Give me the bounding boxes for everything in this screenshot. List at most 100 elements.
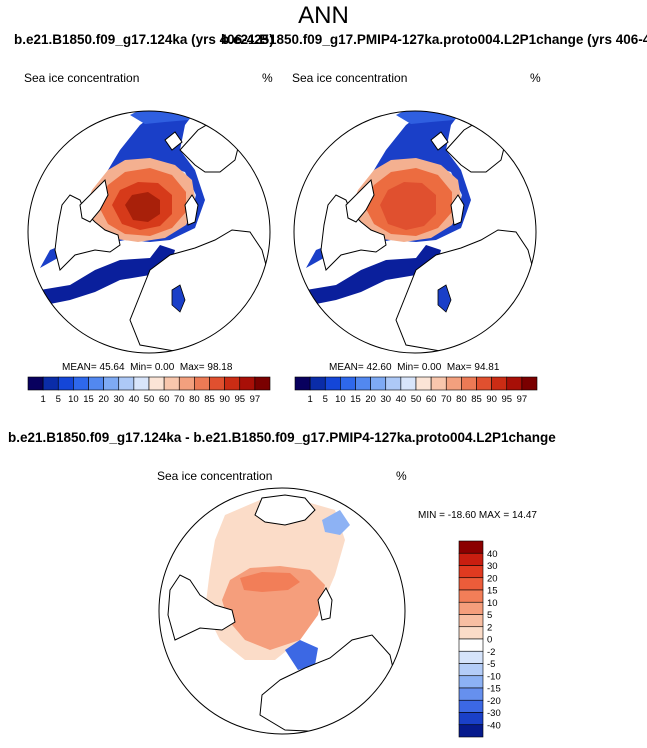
panel1-colorbar-tick-label: 15 [83,394,94,405]
panel1-colorbar-swatch-0 [27,376,44,391]
panel2-colorbar-swatch-13 [491,376,508,391]
panel2-units: % [530,71,541,85]
panel3-stats: MIN = -18.60 MAX = 14.47 [418,510,537,521]
panel1-units: % [262,71,273,85]
panel3-colorbar-swatch-1 [458,552,484,566]
panel2-mean-value: 42.60 [366,362,392,373]
panel1-mean-label: MEAN= [62,362,97,373]
panel3-colorbar-tick-label: -15 [487,684,501,695]
panel3-min-label: MIN = [418,510,445,521]
panel3-colorbar-swatch-5 [458,601,484,615]
panel3-colorbar-swatch-0 [458,540,484,554]
panel3-colorbar-tick-label: -20 [487,696,501,707]
panel1-map-frame [27,110,271,354]
panel1-colorbar-swatch-1 [42,376,59,391]
panel1-colorbar-swatch-2 [57,376,74,391]
panel3-max-label: MAX = [478,510,510,521]
panel1-novaya [184,194,199,226]
panel1-colorbar-swatch-15 [254,376,271,391]
panel3-colorbar-tick-label: 20 [487,573,498,584]
panel3-colorbar-tick-label: 5 [487,610,492,621]
panel2-mean-label: MEAN= [329,362,364,373]
panel2-colorbar-swatch-10 [445,376,462,391]
panel1-colorbar-tick-label: 30 [113,394,124,405]
panel3-colorbar-tick-label: 2 [487,622,492,633]
panel2-colorbar-tick-label: 90 [486,394,497,405]
panel2-colorbar-tick-label: 85 [471,394,482,405]
panel2-ice-red [380,182,436,230]
panel2-colorbar-swatch-9 [430,376,447,391]
panel3-colorbar-tick-label: 10 [487,598,498,609]
panel1-colorbar-swatch-5 [103,376,120,391]
panel2-canada-land [320,194,387,271]
panel3-colorbar-swatch-11 [458,675,484,689]
panel3-colorbar-swatch-2 [458,565,484,579]
panel1-svalbard [164,131,183,151]
panel3-colorbar-tick-label: 0 [487,635,492,646]
panel3-colorbar-tick-label: 30 [487,561,498,572]
panel3-colorbar-tick-label: -40 [487,720,501,731]
panel2-greenland [345,178,375,223]
panel1-ice-darkred [125,192,160,222]
panel3-colorbar-swatch-14 [458,712,484,726]
panel1-colorbar-swatch-14 [239,376,256,391]
page-title: ANN [298,2,349,29]
panel2-colorbar-swatch-3 [340,376,356,391]
panel1-colorbar-swatch-4 [88,376,104,391]
panel2-variable-title: Sea ice concentration [292,71,408,85]
panel1-colorbar-tick-label: 97 [250,394,261,405]
right-case-header: b.e21.B1850.f09_g17.PMIP4-127ka.proto004… [221,32,647,47]
panel3-colorbar-swatch-8 [458,638,484,652]
left-case-header: b.e21.B1850.f09_g17.124ka (yrs 406-425) [14,32,274,47]
panel2-colorbar-swatch-11 [461,376,477,391]
panel2-colorbar-tick-label: 60 [426,394,437,405]
panel2-novaya [450,194,465,226]
difference-header: b.e21.B1850.f09_g17.124ka - b.e21.B1850.… [8,430,556,445]
panel1-colorbar-swatch-9 [163,376,180,391]
panel3-diff-orange [240,572,300,592]
panel1-colorbar-tick-label: 1 [40,394,45,405]
panel1-mean-value: 45.64 [99,362,125,373]
panel1-colorbar-tick-label: 40 [129,394,140,405]
panel2-colorbar-tick-label: 70 [441,394,452,405]
panel1-colorbar-swatch-10 [178,376,195,391]
panel3-colorbar-swatch-12 [458,687,484,701]
panel3-colorbar-swatch-9 [458,650,484,664]
panel3-colorbar-tick-label: -30 [487,708,501,719]
panel2-stats: MEAN= 42.60 Min= 0.00 Max= 94.81 [329,362,499,373]
panel1-colorbar-swatch-7 [133,376,150,391]
panel2-colorbar-swatch-8 [415,376,432,391]
panel2-colorbar-tick-label: 40 [396,394,407,405]
panel1-min-label: Min= [130,362,153,373]
panel1-colorbar: 1 5 10 15 20 30 40 50 60 70 80 85 90 95 97 [27,376,271,405]
panel1-colorbar-tick-label: 5 [56,394,61,405]
panel3-scandinavia [254,494,316,526]
panel2-colorbar-tick-label: 80 [456,394,467,405]
panel1-min-value: 0.00 [154,362,175,373]
panel2-colorbar: 1 5 10 15 20 30 40 50 60 70 80 85 90 95 97 [294,376,538,405]
panel2-colorbar-tick-label: 10 [335,394,346,405]
panel3-max-value: 14.47 [511,510,537,521]
panel2-map [293,110,537,354]
panel2-colorbar-tick-label: 95 [501,394,512,405]
panel3-diff-blue [285,640,318,670]
panel1-variable-title: Sea ice concentration [24,71,140,85]
panel1-colorbar-tick-label: 50 [144,394,155,405]
panel2-colorbar-swatch-5 [370,376,387,391]
panel1-colorbar-tick-label: 70 [174,394,185,405]
panel2-colorbar-tick-label: 97 [517,394,528,405]
panel3-colorbar-tick-label: -10 [487,671,501,682]
panel2-min-label: Min= [397,362,420,373]
panel3-colorbar-swatch-15 [458,724,484,738]
panel2-colorbar-swatch-0 [294,376,311,391]
panel1-colorbar-tick-label: 10 [68,394,79,405]
panel2-colorbar-swatch-6 [385,376,402,391]
panel1-colorbar-tick-label: 95 [234,394,245,405]
panel1-colorbar-tick-label: 20 [98,394,109,405]
panel2-colorbar-tick-label: 1 [307,394,312,405]
panel3-colorbar-swatch-10 [458,663,484,677]
panel3-novaya [317,587,333,621]
panel2-colorbar-swatch-2 [324,376,341,391]
